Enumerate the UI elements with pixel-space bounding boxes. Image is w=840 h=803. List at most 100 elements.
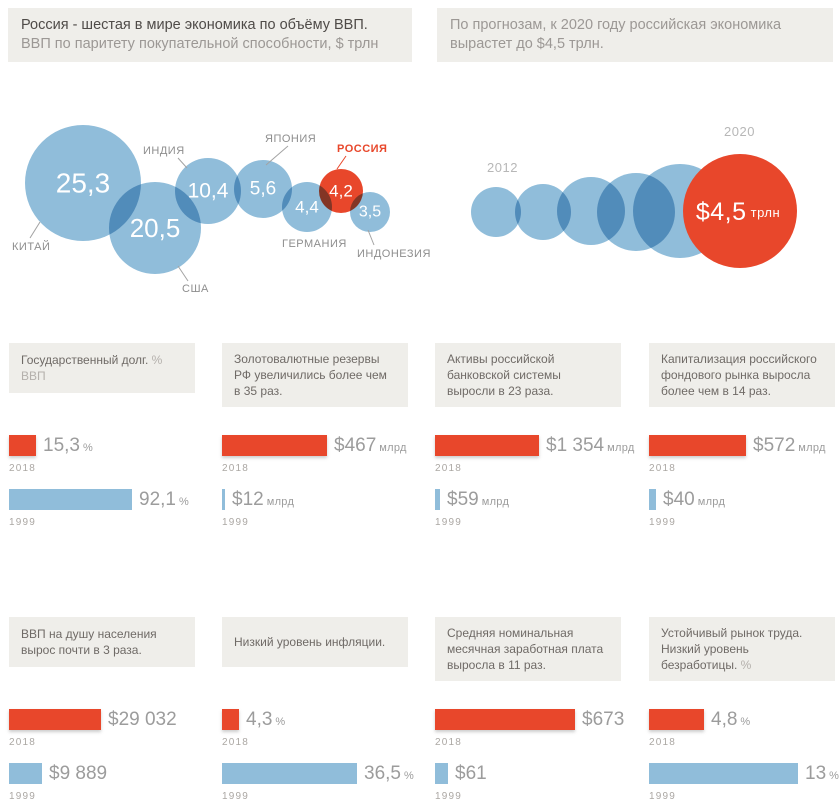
bar-2018 [222, 435, 327, 456]
bar-value: $9 889 [49, 762, 108, 784]
bar-year: 1999 [649, 791, 677, 802]
card-bars-gov-debt: 15,3% 2018 92,1% 1999 [9, 435, 219, 528]
card-bars-unemployment: 4,8% 2018 13% 1999 [649, 709, 840, 802]
gdp-bubble-chart: 25,3 20,5 10,4 5,6 4,4 4,2 3,5 КИТАЙ США ИНДИЯ ЯПО… [12, 125, 431, 295]
card-title-gov-debt: Государственный долг. % ВВП [9, 343, 195, 393]
svg-text:20,5: 20,5 [130, 213, 181, 243]
bar-value: $59 млрд [447, 488, 510, 510]
card-title-gdp-per-capita: ВВП на душу населения вырос почти в 3 ра… [9, 617, 195, 667]
bar-year: 2018 [222, 737, 250, 748]
svg-text:25,3: 25,3 [56, 168, 111, 199]
card-title-inflation: Низкий уровень инфляции. [222, 617, 408, 667]
bar-year: 1999 [9, 791, 37, 802]
bar-2018 [435, 709, 575, 730]
stat-2018: 4,8% 2018 [649, 709, 840, 748]
bar-year: 1999 [222, 517, 250, 528]
bar-year: 2018 [222, 463, 250, 474]
svg-text:4,2: 4,2 [329, 182, 353, 201]
stat-1999: $9 889 1999 [9, 763, 219, 802]
gdp-header-box: Россия - шестая в мире экономика по объё… [8, 8, 412, 62]
svg-text:КИТАЙ: КИТАЙ [12, 240, 50, 253]
svg-text:ГЕРМАНИЯ: ГЕРМАНИЯ [282, 238, 347, 250]
stat-2018: $673 2018 [435, 709, 645, 748]
bar-1999 [9, 489, 132, 510]
svg-text:$4,5 трлн: $4,5 трлн [696, 198, 780, 226]
bar-2018 [649, 709, 704, 730]
card-title-bank-assets: Активы российской банковской системы выр… [435, 343, 621, 407]
gdp-header-subtitle: ВВП по паритету покупательной способност… [21, 36, 379, 52]
bar-1999 [9, 763, 42, 784]
stat-1999: 36,5% 1999 [222, 763, 432, 802]
svg-text:США: США [182, 283, 209, 295]
gdp-header-title: Россия - шестая в мире экономика по объё… [21, 17, 368, 33]
bar-1999 [222, 763, 357, 784]
svg-text:РОССИЯ: РОССИЯ [337, 143, 387, 155]
bar-year: 1999 [9, 517, 37, 528]
card-bars-inflation: 4,3% 2018 36,5% 1999 [222, 709, 432, 802]
bar-1999 [435, 763, 448, 784]
bar-value: $40 млрд [663, 488, 726, 510]
svg-text:2020: 2020 [724, 124, 755, 139]
bar-year: 2018 [435, 737, 463, 748]
stat-1999: $12 млрд 1999 [222, 489, 432, 528]
bar-1999 [222, 489, 225, 510]
bar-value: $572 млрд [753, 434, 826, 456]
bar-year: 1999 [435, 791, 463, 802]
bar-1999 [435, 489, 440, 510]
svg-text:4,4: 4,4 [295, 198, 319, 217]
stat-2018: 15,3% 2018 [9, 435, 219, 474]
card-bars-reserves: $467 млрд 2018 $12 млрд 1999 [222, 435, 432, 528]
card-bars-bank-assets: $1 354 млрд 2018 $59 млрд 1999 [435, 435, 645, 528]
stat-2018: $29 032 2018 [9, 709, 219, 748]
bar-value: 15,3% [43, 434, 94, 456]
svg-text:2012: 2012 [487, 160, 518, 175]
stat-1999: $59 млрд 1999 [435, 489, 645, 528]
bar-year: 1999 [649, 517, 677, 528]
bar-value: $29 032 [108, 708, 177, 730]
card-title-reserves: Золотовалютные резервы РФ увеличились бо… [222, 343, 408, 407]
bar-value: 4,8% [711, 708, 751, 730]
card-bars-gdp-per-capita: $29 032 2018 $9 889 1999 [9, 709, 219, 802]
svg-text:3,5: 3,5 [359, 204, 381, 221]
stat-1999: $61 1999 [435, 763, 645, 802]
card-bars-wages: $673 2018 $61 1999 [435, 709, 645, 802]
bar-value: $12 млрд [232, 488, 295, 510]
card-bars-market-cap: $572 млрд 2018 $40 млрд 1999 [649, 435, 840, 528]
stat-1999: $40 млрд 1999 [649, 489, 840, 528]
bar-year: 2018 [649, 737, 677, 748]
stat-2018: $572 млрд 2018 [649, 435, 840, 474]
bar-1999 [649, 489, 656, 510]
bar-1999 [649, 763, 798, 784]
bar-value: $673 [582, 708, 625, 730]
svg-text:10,4: 10,4 [188, 180, 229, 203]
bar-2018 [9, 709, 101, 730]
bar-year: 2018 [9, 463, 37, 474]
bar-year: 1999 [435, 517, 463, 528]
bar-year: 2018 [9, 737, 37, 748]
stat-2018: 4,3% 2018 [222, 709, 432, 748]
bar-value: $1 354 млрд [546, 434, 635, 456]
bar-value: $61 [455, 762, 487, 784]
svg-text:5,6: 5,6 [250, 179, 276, 200]
forecast-header-box: По прогнозам, к 2020 году российская эко… [437, 8, 833, 62]
forecast-header-text: По прогнозам, к 2020 году российская эко… [450, 17, 782, 52]
bar-2018 [222, 709, 239, 730]
bar-value: 36,5% [364, 762, 415, 784]
bar-value: 92,1% [139, 488, 190, 510]
svg-text:ИНДИЯ: ИНДИЯ [143, 145, 185, 157]
bar-year: 1999 [222, 791, 250, 802]
card-title-wages: Средняя номинальная месячная заработная … [435, 617, 621, 681]
stat-2018: $467 млрд 2018 [222, 435, 432, 474]
card-title-unemployment: Устойчивый рынок труда. Низкий уровень б… [649, 617, 835, 681]
bar-year: 2018 [435, 463, 463, 474]
stat-1999: 92,1% 1999 [9, 489, 219, 528]
bar-2018 [649, 435, 746, 456]
card-title-market-cap: Капитализация российского фондового рынк… [649, 343, 835, 407]
bar-value: 13% [805, 762, 840, 784]
bar-2018 [435, 435, 539, 456]
svg-text:ИНДОНЕЗИЯ: ИНДОНЕЗИЯ [357, 248, 431, 260]
stat-1999: 13% 1999 [649, 763, 840, 802]
bar-year: 2018 [649, 463, 677, 474]
stat-2018: $1 354 млрд 2018 [435, 435, 645, 474]
